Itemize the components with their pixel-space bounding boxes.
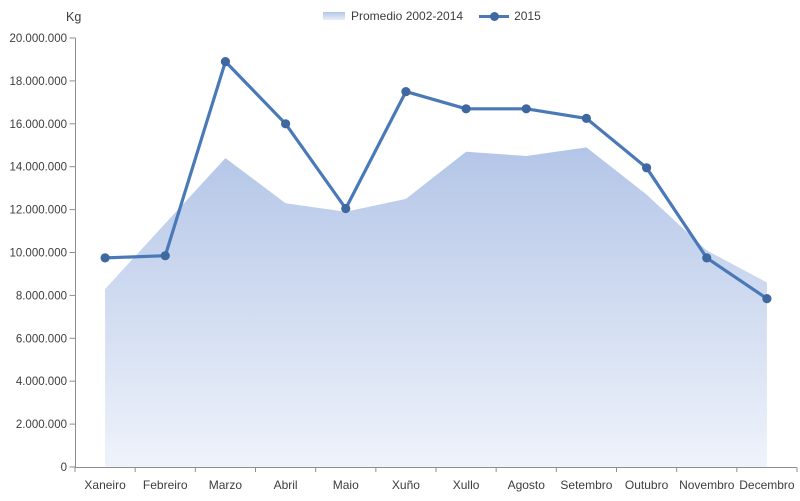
x-tick-label: Decembro xyxy=(739,478,795,492)
y-tick-label: 16.000.000 xyxy=(9,119,67,131)
line-series-markers xyxy=(100,57,772,304)
x-tick-label: Novembro xyxy=(679,478,735,492)
x-tick-label: Agosto xyxy=(508,478,546,492)
y-axis-ticks: 0 2.000.000 4.000.000 6.000.000 8.000.000 10.… xyxy=(9,33,76,474)
x-tick-label: Febreiro xyxy=(143,478,188,492)
data-point-marker xyxy=(762,294,772,304)
y-tick-label: 14.000.000 xyxy=(9,162,67,174)
y-tick-label: 0 xyxy=(61,462,67,474)
x-tick-label: Marzo xyxy=(209,478,243,492)
x-tick-label: Xullo xyxy=(453,478,480,492)
x-tick-label: Setembro xyxy=(560,478,612,492)
data-point-marker xyxy=(461,104,471,114)
area-swatch-icon xyxy=(323,12,345,20)
legend-label-promedio: Promedio 2002-2014 xyxy=(351,9,464,23)
y-tick-label: 4.000.000 xyxy=(16,376,67,388)
line-series-2015 xyxy=(103,59,769,301)
x-tick-label: Xaneiro xyxy=(84,478,126,492)
line-marker-swatch-icon xyxy=(479,11,510,21)
y-axis-unit-label: Kg xyxy=(66,10,82,24)
x-tick-label: Abril xyxy=(274,478,298,492)
y-tick-label: 18.000.000 xyxy=(9,76,67,88)
data-point-marker xyxy=(220,57,231,67)
data-point-marker xyxy=(160,251,170,261)
data-point-marker xyxy=(401,87,411,97)
y-tick-label: 2.000.000 xyxy=(16,419,67,431)
x-tick-label: Outubro xyxy=(625,478,669,492)
area-series-promedio xyxy=(105,147,767,467)
chart-legend: Promedio 2002-2014 2015 xyxy=(323,9,541,23)
y-tick-label: 12.000.000 xyxy=(9,205,67,217)
x-tick-label: Xuño xyxy=(392,478,420,492)
legend-label-2015: 2015 xyxy=(514,9,541,23)
y-tick-label: 20.000.000 xyxy=(9,33,67,45)
data-point-marker xyxy=(641,163,652,173)
data-point-marker xyxy=(280,119,291,129)
data-point-marker xyxy=(521,104,531,114)
y-tick-label: 8.000.000 xyxy=(16,290,67,302)
data-point-marker xyxy=(581,113,592,123)
y-tick-label: 10.000.000 xyxy=(9,248,67,260)
data-point-marker xyxy=(702,253,712,263)
data-point-marker xyxy=(100,253,110,263)
x-axis-ticks: Xaneiro Febreiro Marzo Abril Maio Xuño Xullo Ag… xyxy=(74,467,798,492)
legend-item-2015: 2015 xyxy=(479,9,541,23)
legend-item-promedio: Promedio 2002-2014 xyxy=(323,9,463,23)
y-tick-label: 6.000.000 xyxy=(16,333,67,345)
x-tick-label: Maio xyxy=(333,478,359,492)
data-point-marker xyxy=(341,203,351,214)
